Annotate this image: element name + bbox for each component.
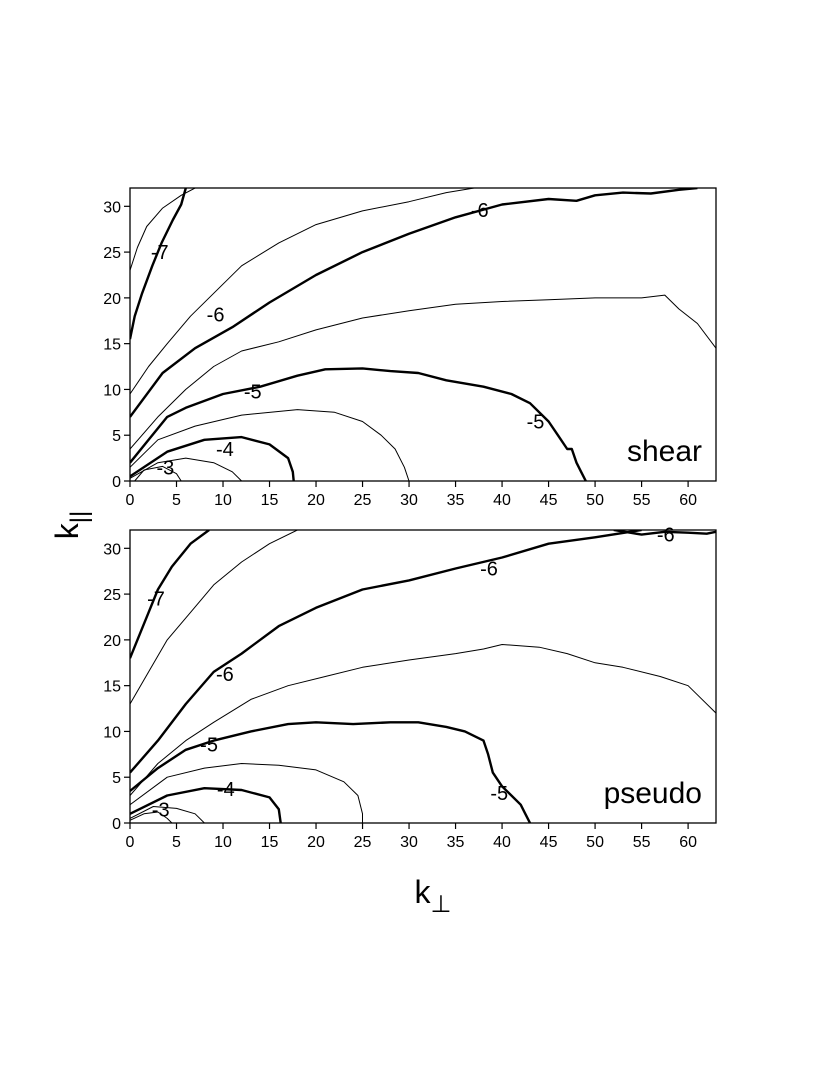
x-axis-title: k⊥ [415, 874, 452, 918]
x-tick-label: 25 [354, 834, 372, 851]
x-tick-label: 45 [540, 834, 558, 851]
contour-line--3.5 [130, 806, 205, 823]
contour-line--7 [130, 530, 210, 659]
contour-group [130, 188, 716, 481]
contour-line--6.5 [130, 188, 187, 340]
contour-line--4 [130, 787, 282, 823]
y-tick-label: 30 [103, 541, 121, 558]
y-tick-label: 5 [112, 428, 121, 445]
contour-label: -7 [147, 589, 165, 611]
contour-line--5.5 [130, 644, 716, 796]
panel-label: pseudo [604, 777, 702, 810]
x-tick-label: 10 [214, 834, 232, 851]
y-tick-label: 25 [103, 245, 121, 262]
contour-label: -4 [216, 439, 234, 461]
contour-line--5 [130, 367, 587, 481]
y-tick-label: 15 [103, 337, 121, 354]
plot-frame [129, 187, 717, 482]
x-tick-label: 45 [540, 492, 558, 509]
contour-label: -6 [657, 525, 675, 547]
contour-line--4 [130, 435, 295, 481]
x-tick-label: 5 [172, 834, 181, 851]
pseudo-panel: -7-6-6-6-5-5-4-30 5 10 15 20 25 30 35 40 45 50 55 60… [103, 525, 717, 851]
contour-line--4.5 [130, 409, 410, 481]
x-tick-label: 20 [307, 492, 325, 509]
contour-label: -5 [490, 783, 508, 805]
contour-line--4.5 [130, 763, 363, 823]
contour-line--6 [613, 530, 716, 536]
contour-line--6 [130, 188, 698, 418]
x-tick-label: 35 [447, 492, 465, 509]
contour-line--3 [130, 811, 173, 823]
contour-line--6 [130, 530, 642, 774]
x-tick-label: 5 [172, 492, 181, 509]
y-tick-label: 20 [103, 633, 121, 650]
x-tick-label: 0 [126, 492, 135, 509]
y-tick-label: 5 [112, 770, 121, 787]
x-tick-label: 30 [400, 834, 418, 851]
contour-label: -4 [217, 779, 235, 801]
contour-group [130, 530, 716, 823]
x-tick-label: 40 [493, 834, 511, 851]
contour-line--5.5 [130, 294, 716, 450]
contour-label: -6 [207, 304, 225, 326]
contour-label: -3 [156, 457, 174, 479]
x-tick-label: 15 [261, 834, 279, 851]
y-tick-label: 30 [103, 199, 121, 216]
y-tick-label: 10 [103, 382, 121, 399]
x-tick-label: 20 [307, 834, 325, 851]
axis-title-main: k [415, 874, 432, 910]
x-tick-label: 60 [679, 834, 697, 851]
y-axis-title: k|| [49, 511, 93, 539]
contour-line--5 [130, 721, 532, 823]
contour-label: -5 [527, 411, 545, 433]
x-tick-label: 55 [633, 492, 651, 509]
shear-panel: -7 -6 -6 -5 -5 -4 -3 0 5 10 15 20 25 30 35 40 45 50 55 60 0 5… [103, 187, 717, 509]
contour-label: -6 [216, 664, 234, 686]
x-tick-label: 10 [214, 492, 232, 509]
y-tick-label: 0 [112, 816, 121, 833]
y-tick-label: 15 [103, 679, 121, 696]
contour-label: -5 [244, 381, 262, 403]
contour-label: -7 [151, 242, 169, 264]
y-tick-label: 10 [103, 724, 121, 741]
x-tick-label: 40 [493, 492, 511, 509]
y-tick-label: 20 [103, 291, 121, 308]
contour-line--3 [134, 465, 182, 481]
x-tick-label: 50 [586, 492, 604, 509]
plot-frame [129, 529, 717, 824]
y-tick-label: 25 [103, 587, 121, 604]
x-tick-label: 0 [126, 834, 135, 851]
axis-title-main: k [49, 522, 85, 539]
contour-label: -6 [471, 200, 489, 222]
x-tick-label: 15 [261, 492, 279, 509]
x-tick-label: 55 [633, 834, 651, 851]
y-tick-label: 0 [112, 474, 121, 491]
contour-line--3.5 [130, 457, 242, 481]
contour-label: -5 [200, 734, 218, 756]
contour-label: -6 [480, 558, 498, 580]
contour-line--6.5 [130, 188, 475, 395]
panel-label: shear [627, 435, 702, 468]
axis-title-subscript: || [66, 511, 93, 523]
x-tick-label: 35 [447, 834, 465, 851]
x-tick-label: 30 [400, 492, 418, 509]
x-tick-label: 25 [354, 492, 372, 509]
x-tick-label: 50 [586, 834, 604, 851]
contour-label: -3 [152, 799, 170, 821]
axis-title-subscript: ⊥ [431, 891, 452, 918]
contour-line--6.5 [130, 530, 298, 705]
x-tick-label: 60 [679, 492, 697, 509]
